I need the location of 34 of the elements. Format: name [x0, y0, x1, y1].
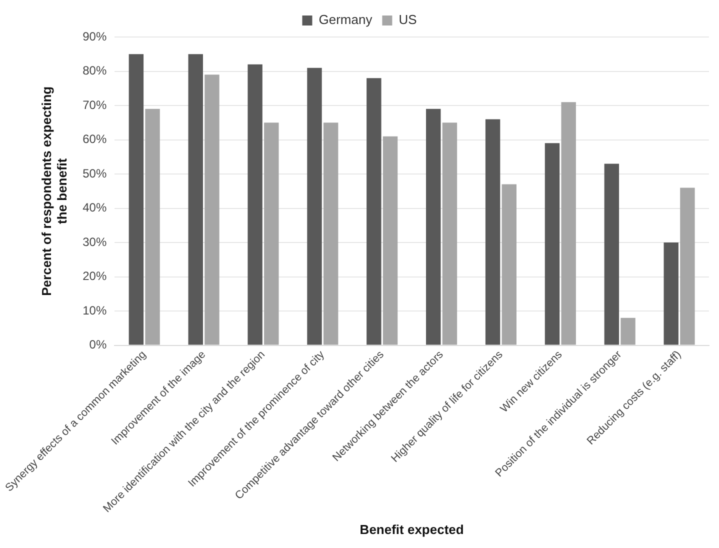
- bar: [204, 74, 220, 345]
- y-tick-label: 70%: [82, 98, 107, 112]
- bar: [664, 242, 678, 345]
- y-tick-label: 90%: [82, 29, 107, 44]
- y-axis-title: Percent of respondents expecting the benefit: [38, 86, 70, 296]
- bar: [323, 122, 338, 345]
- bar: [604, 164, 620, 345]
- y-tick-label: 0%: [89, 338, 107, 352]
- x-axis-title: Benefit expected: [360, 522, 464, 537]
- bar: [145, 108, 160, 345]
- bar: [442, 122, 458, 345]
- bar: [382, 136, 398, 345]
- legend-label: US: [398, 12, 418, 28]
- y-tick-label: 10%: [82, 303, 107, 318]
- legend-label: Germany: [318, 12, 373, 28]
- bar: [561, 102, 576, 345]
- bar: [544, 143, 560, 345]
- bar: [248, 64, 262, 345]
- bar: [366, 78, 382, 345]
- bar: [264, 122, 279, 345]
- bar: [307, 68, 322, 345]
- bar: [502, 184, 517, 345]
- y-tick-label: 30%: [82, 234, 107, 249]
- y-tick-label: 40%: [82, 200, 107, 215]
- bar: [620, 318, 636, 345]
- y-tick-label: 60%: [82, 132, 107, 146]
- bar: [680, 188, 695, 345]
- bar: [128, 54, 144, 345]
- y-tick-label: 50%: [82, 166, 107, 180]
- y-tick-label: 20%: [82, 269, 107, 284]
- bar: [485, 119, 500, 345]
- bar: [188, 54, 203, 345]
- bar: [426, 108, 441, 345]
- y-tick-label: 80%: [82, 64, 107, 78]
